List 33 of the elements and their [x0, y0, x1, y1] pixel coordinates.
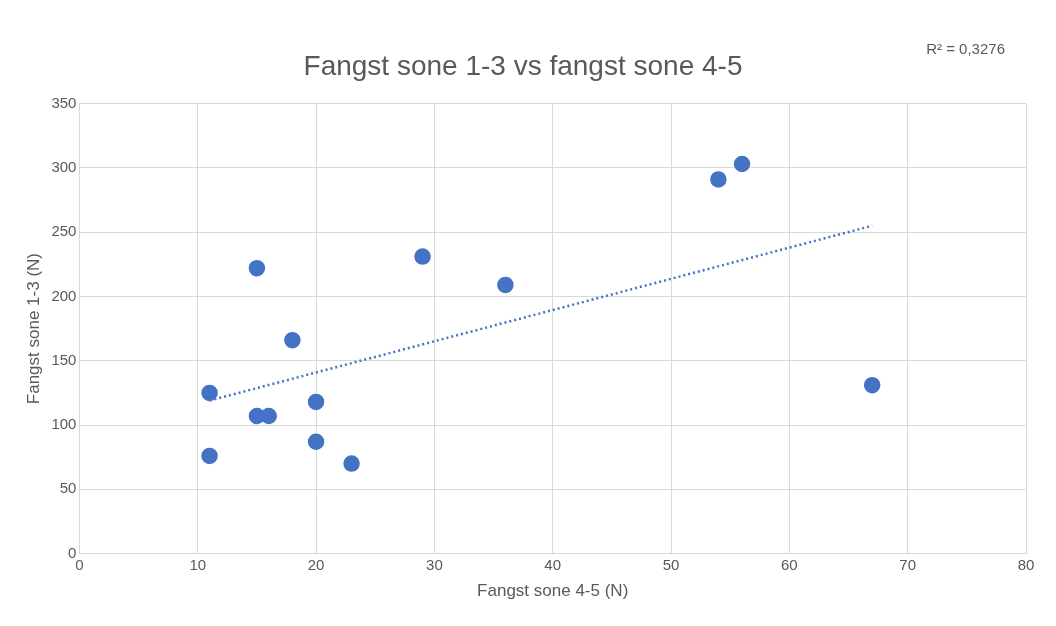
x-tick-label: 40 — [544, 555, 562, 573]
y-tick-label: 0 — [68, 543, 77, 561]
y-tick-label: 350 — [51, 93, 77, 111]
point — [248, 259, 266, 277]
text: R² = 0,3276 — [926, 39, 1005, 57]
x-tick-label: 60 — [781, 555, 798, 573]
y-tick-label: 200 — [51, 286, 77, 304]
point — [343, 455, 360, 472]
point — [414, 248, 431, 265]
y-tick-label: 300 — [51, 158, 77, 176]
y-tick-label: 100 — [51, 415, 77, 433]
chart-title: Fangst sone 1-3 vs fangst sone 4-5 — [303, 49, 743, 81]
point — [710, 171, 727, 188]
point — [201, 447, 218, 465]
x-tick-label: 30 — [426, 555, 443, 573]
y-axis-title: Fangst sone 1-3 (N) — [23, 253, 43, 405]
point — [284, 331, 301, 349]
point — [201, 384, 218, 402]
x-tick-label: 50 — [662, 555, 680, 573]
point — [497, 276, 514, 294]
y-tick-label: 150 — [51, 350, 77, 368]
x-tick-label: 10 — [189, 555, 207, 573]
x-tick-label: 70 — [899, 555, 917, 573]
point — [307, 393, 325, 411]
y-tick-label: 50 — [59, 479, 77, 497]
point — [307, 433, 325, 450]
y-tick-label: 250 — [51, 222, 77, 240]
x-axis-title: Fangst sone 4-5 (N) — [477, 581, 629, 601]
point — [733, 155, 751, 173]
x-tick-label: 20 — [307, 555, 325, 573]
x-tick-label: 80 — [1017, 555, 1035, 573]
point — [260, 407, 277, 425]
point — [863, 376, 881, 394]
